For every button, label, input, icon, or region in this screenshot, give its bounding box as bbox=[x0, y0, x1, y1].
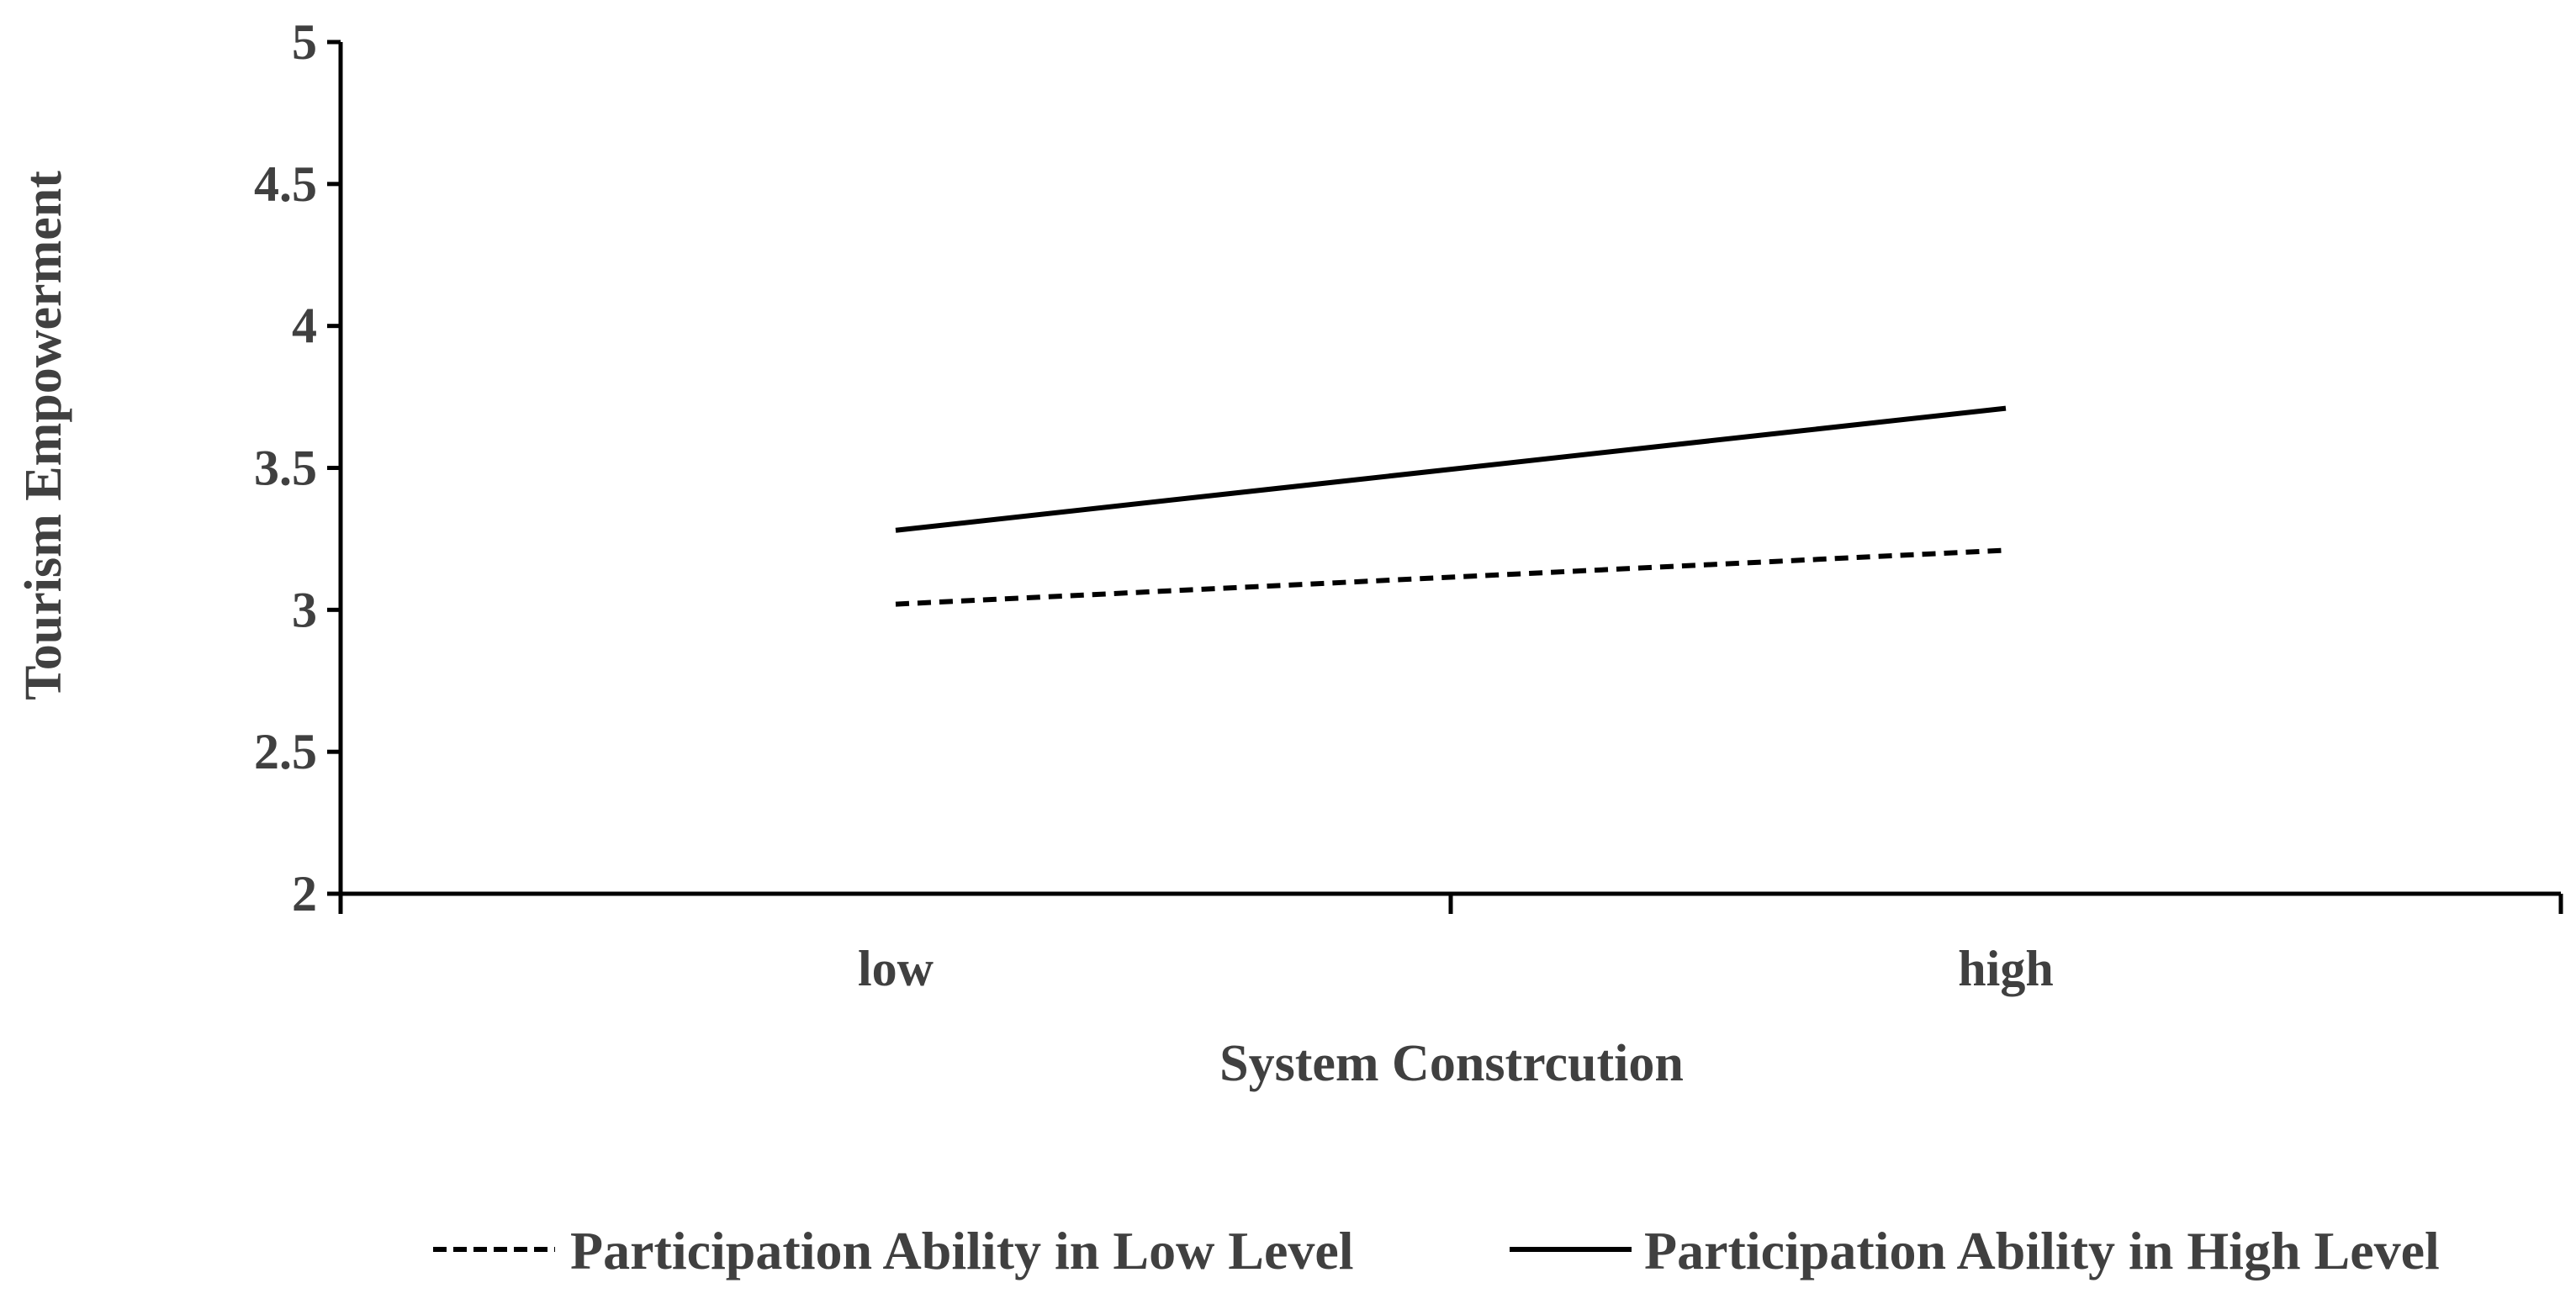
y-tick-label: 4 bbox=[292, 298, 317, 354]
y-tick-label: 2.5 bbox=[254, 724, 317, 779]
x-axis-title: System Constrcution bbox=[1219, 1035, 1684, 1092]
series-lines bbox=[895, 405, 2007, 607]
y-tick-label: 4.5 bbox=[254, 156, 317, 212]
y-axis-title: Tourism Empowerment bbox=[15, 171, 72, 700]
y-axis: 2 2.5 3 3.5 4 4.5 5 bbox=[254, 14, 343, 921]
y-tick-label: 5 bbox=[292, 14, 317, 70]
y-tick-label: 2 bbox=[292, 866, 317, 921]
x-tick-label: high bbox=[1958, 941, 2053, 996]
legend: Participation Ability in Low Level Partic… bbox=[433, 1221, 2440, 1281]
x-axis: low high bbox=[338, 891, 2563, 996]
legend-label: Participation Ability in Low Level bbox=[570, 1221, 1354, 1281]
legend-label: Participation Ability in High Level bbox=[1644, 1221, 2440, 1281]
x-tick-label: low bbox=[858, 941, 934, 996]
y-tick-label: 3 bbox=[292, 582, 317, 637]
y-tick-label: 3.5 bbox=[254, 441, 317, 496]
series-line-high-level bbox=[895, 405, 2007, 533]
series-line-low-level bbox=[895, 547, 2007, 607]
